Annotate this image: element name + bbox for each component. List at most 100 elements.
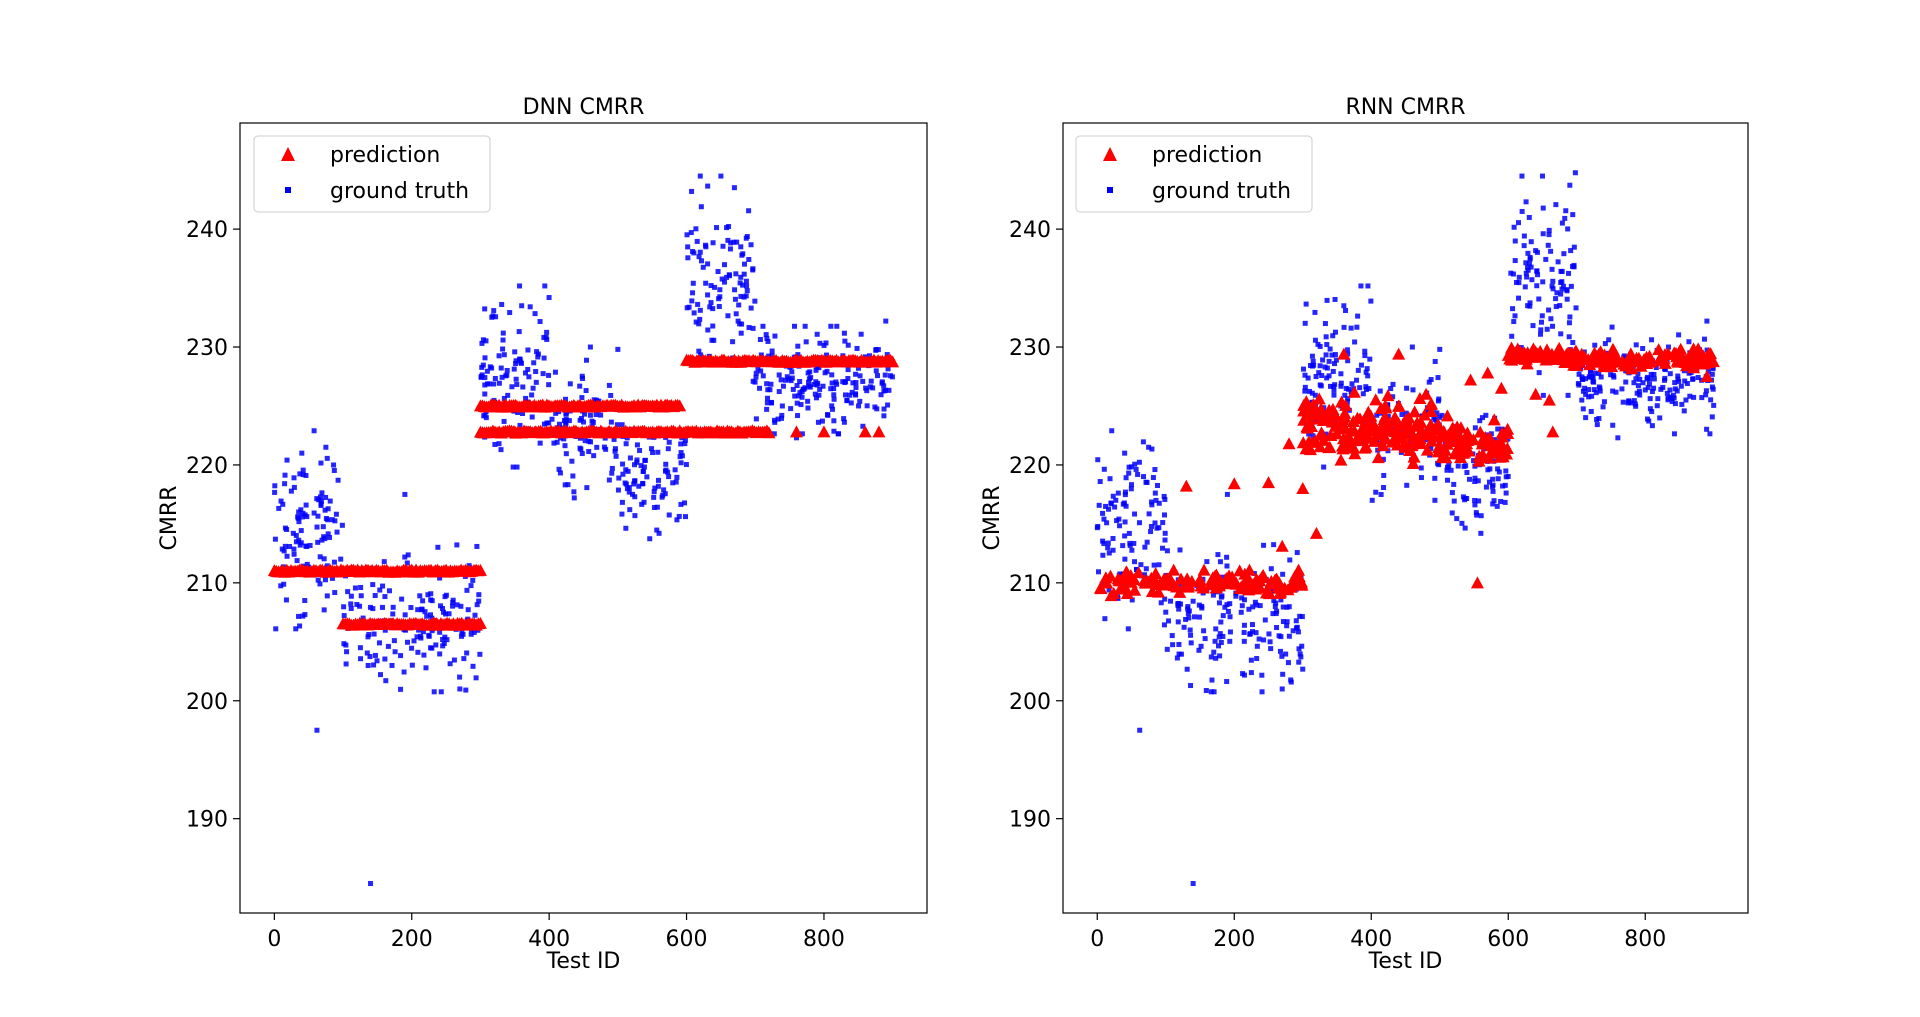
dnn-ground-truth-point	[491, 381, 497, 387]
rnn-ground-truth-point	[1146, 444, 1152, 450]
dnn-ground-truth-point	[423, 665, 429, 671]
dnn-ground-truth-point	[419, 606, 425, 612]
rnn-ground-truth-point	[1527, 300, 1533, 306]
dnn-ground-truth-point	[678, 501, 684, 507]
rnn-ground-truth-point	[1473, 510, 1479, 516]
rnn-ground-truth-point	[1703, 392, 1709, 398]
rnn-ground-truth-point	[1566, 320, 1572, 326]
rnn-prediction-point	[1121, 571, 1135, 584]
dnn-ground-truth-point	[437, 603, 443, 609]
rnn-prediction-point	[1487, 413, 1501, 426]
rnn-x-tick-label: 800	[1624, 927, 1666, 952]
rnn-ground-truth-point	[1525, 264, 1531, 270]
rnn-ground-truth-point	[1301, 366, 1307, 372]
dnn-ground-truth-point	[482, 355, 488, 361]
dnn-ground-truth-point	[296, 509, 302, 515]
dnn-plot-marks	[267, 173, 900, 887]
rnn-prediction-point	[1501, 427, 1515, 440]
dnn-ground-truth-point	[338, 556, 344, 562]
rnn-ground-truth-point	[1671, 395, 1677, 401]
dnn-ground-truth-point	[480, 362, 486, 368]
dnn-ground-truth-point	[272, 536, 278, 542]
rnn-ground-truth-point	[1106, 550, 1112, 556]
rnn-prediction-point	[1305, 435, 1319, 448]
rnn-ground-truth-point	[1323, 431, 1329, 437]
rnn-ground-truth-point	[1553, 304, 1559, 310]
rnn-ground-truth-point	[1664, 390, 1670, 396]
dnn-prediction-point	[789, 425, 803, 438]
dnn-ground-truth-point	[829, 406, 835, 412]
rnn-ground-truth-point	[1572, 170, 1578, 176]
rnn-prediction-point	[1477, 431, 1491, 444]
rnn-ground-truth-point	[1428, 377, 1434, 383]
dnn-ground-truth-point	[276, 505, 282, 511]
rnn-ground-truth-point	[1212, 638, 1218, 644]
dnn-ground-truth-point	[661, 487, 667, 493]
rnn-ground-truth-point	[1512, 238, 1518, 244]
dnn-ground-truth-point	[447, 661, 453, 667]
rnn-ground-truth-point	[1548, 316, 1554, 322]
dnn-ground-truth-point	[883, 318, 889, 324]
dnn-ground-truth-point	[788, 378, 794, 384]
rnn-prediction-point	[1413, 392, 1427, 405]
rnn-ground-truth-point	[1435, 375, 1441, 381]
rnn-ground-truth-point	[1586, 374, 1592, 380]
rnn-ground-truth-point	[1704, 347, 1710, 353]
rnn-ground-truth-point	[1331, 392, 1337, 398]
dnn-ground-truth-point	[627, 507, 633, 513]
rnn-ground-truth-point	[1297, 651, 1303, 657]
rnn-ground-truth-point	[1530, 323, 1536, 329]
rnn-ground-truth-point	[1428, 445, 1434, 451]
rnn-ground-truth-point	[1117, 523, 1123, 529]
rnn-prediction-point	[1262, 476, 1275, 489]
rnn-ground-truth-point	[1633, 342, 1639, 348]
dnn-ground-truth-point	[623, 441, 629, 447]
rnn-prediction-point	[1162, 577, 1176, 590]
rnn-ground-truth-point	[1332, 296, 1338, 302]
rnn-prediction-point	[1624, 353, 1638, 366]
dnn-ground-truth-point	[579, 395, 585, 401]
rnn-ground-truth-point	[1153, 497, 1159, 503]
rnn-prediction-point	[1655, 350, 1669, 363]
dnn-ground-truth-point	[824, 352, 830, 358]
rnn-ground-truth-point	[1543, 256, 1549, 262]
dnn-ground-truth-point	[531, 360, 537, 366]
rnn-ground-truth-point	[1227, 614, 1233, 620]
rnn-ground-truth-point	[1143, 566, 1149, 572]
dnn-ground-truth-point	[390, 604, 396, 610]
rnn-legend: prediction ground truth	[1075, 135, 1313, 213]
dnn-ground-truth-point	[458, 603, 464, 609]
rnn-ground-truth-point	[1324, 297, 1330, 303]
rnn-ground-truth-point	[1259, 689, 1265, 695]
dnn-ground-truth-point	[287, 544, 293, 550]
rnn-ground-truth-point	[1140, 439, 1146, 445]
rnn-ground-truth-point	[1705, 369, 1711, 375]
dnn-ground-truth-point	[842, 392, 848, 398]
dnn-ground-truth-point	[709, 337, 715, 343]
rnn-prediction-point	[1094, 582, 1108, 595]
dnn-ground-truth-point	[284, 553, 290, 559]
rnn-ground-truth-point	[1490, 476, 1496, 482]
rnn-ground-truth-point	[1227, 629, 1233, 635]
dnn-ground-truth-point	[662, 468, 668, 474]
rnn-ground-truth-point	[1215, 552, 1221, 558]
rnn-ground-truth-point	[1558, 280, 1564, 286]
rnn-prediction-point	[1103, 569, 1117, 582]
dnn-ground-truth-point	[398, 653, 404, 659]
rnn-ground-truth-point	[1540, 173, 1545, 179]
dnn-ground-truth-point	[318, 498, 324, 504]
rnn-prediction-point	[1461, 434, 1475, 447]
rnn-x-tick-label: 200	[1213, 927, 1255, 952]
rnn-prediction-point	[1509, 347, 1523, 360]
dnn-ground-truth-point	[682, 441, 688, 447]
rnn-ground-truth-point	[1711, 402, 1717, 408]
dnn-ground-truth-point	[577, 445, 583, 451]
dnn-ground-truth-point	[776, 389, 782, 395]
rnn-ground-truth-point	[1105, 540, 1111, 546]
dnn-ground-truth-point	[404, 560, 410, 566]
dnn-ground-truth-point	[325, 506, 331, 512]
dnn-ground-truth-point	[728, 240, 734, 246]
rnn-prediction-point	[1292, 576, 1306, 589]
rnn-prediction-point	[1397, 427, 1411, 440]
rnn-ground-truth-point	[1583, 391, 1589, 397]
